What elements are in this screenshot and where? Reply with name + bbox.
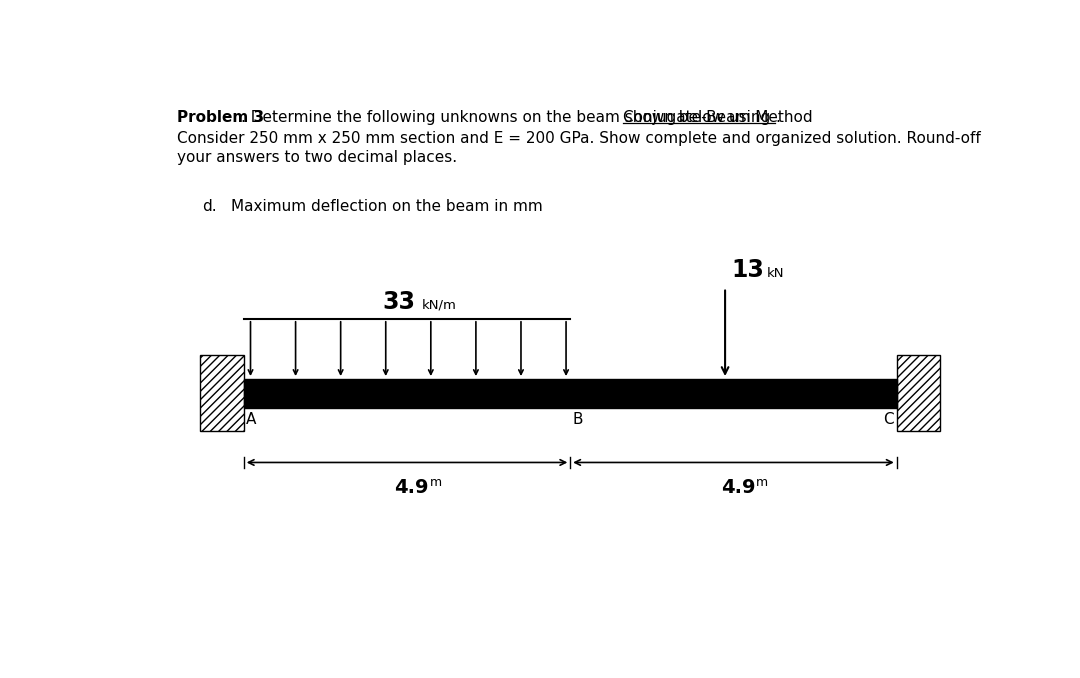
Text: Maximum deflection on the beam in mm: Maximum deflection on the beam in mm — [231, 199, 543, 214]
Text: C: C — [883, 412, 894, 427]
Bar — [896, 355, 941, 431]
Text: 13: 13 — [732, 258, 765, 282]
Text: B: B — [572, 412, 583, 427]
Text: A: A — [245, 412, 256, 427]
Bar — [244, 379, 896, 407]
Text: 4.9: 4.9 — [394, 478, 429, 497]
Text: kN: kN — [767, 266, 784, 280]
Text: m: m — [430, 475, 442, 489]
Text: .: . — [775, 110, 780, 125]
Text: . Determine the following unknowns on the beam shown below using: . Determine the following unknowns on th… — [241, 110, 775, 125]
Text: 33: 33 — [382, 290, 415, 314]
Text: 4.9: 4.9 — [721, 478, 755, 497]
Bar — [200, 355, 244, 431]
Text: Consider 250 mm x 250 mm section and E = 200 GPa. Show complete and organized so: Consider 250 mm x 250 mm section and E =… — [177, 131, 981, 146]
Text: your answers to two decimal places.: your answers to two decimal places. — [177, 151, 457, 165]
Text: kN/m: kN/m — [422, 298, 457, 311]
Text: Problem 3: Problem 3 — [177, 110, 264, 125]
Text: d.: d. — [202, 199, 217, 214]
Text: Conjugate-Beam Method: Conjugate-Beam Method — [623, 110, 812, 125]
Text: m: m — [756, 475, 768, 489]
